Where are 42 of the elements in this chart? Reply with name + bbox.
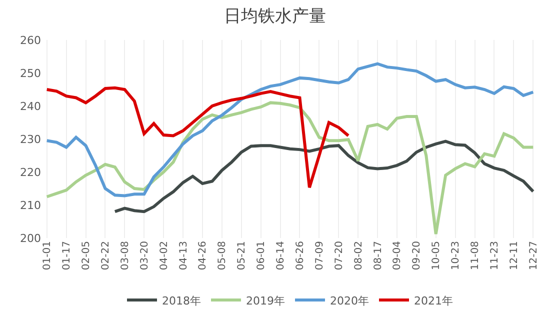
x-tick-label: 06-26 (294, 241, 306, 270)
line-series (45, 101, 535, 236)
x-tick-label: 08-17 (372, 241, 384, 270)
x-tick-label: 12-11 (508, 241, 520, 270)
x-tick-label: 10-23 (450, 241, 462, 270)
x-tick-label: 11-23 (489, 241, 500, 270)
x-tick-label: 04-13 (178, 241, 190, 270)
y-tick-label: 230 (20, 132, 41, 146)
x-tick-label: 01-01 (42, 241, 54, 270)
x-tick-label: 06-01 (256, 241, 268, 270)
legend-label: 2018年 (162, 294, 201, 308)
legend-label: 2021年 (414, 294, 453, 308)
x-tick-label: 09-04 (392, 241, 404, 270)
x-tick-label: 09-20 (412, 241, 423, 270)
x-tick-label: 04-02 (158, 241, 170, 270)
x-tick-label: 07-20 (334, 241, 345, 270)
x-tick-label: 05-08 (217, 241, 228, 270)
x-tick-label: 11-08 (470, 241, 482, 270)
y-tick-label: 200 (20, 232, 41, 245)
y-tick-label: 220 (20, 166, 41, 179)
chart-title: 日均铁水产量 (224, 6, 326, 27)
x-tick-label: 02-05 (81, 241, 92, 270)
y-tick-label: 250 (20, 66, 41, 80)
x-tick-label: 07-09 (314, 241, 326, 270)
x-tick-label: 12-27 (528, 241, 540, 270)
y-tick-label: 260 (20, 34, 41, 47)
legend-label: 2019年 (246, 294, 285, 308)
x-tick-label: 06-14 (276, 241, 287, 270)
x-tick-label: 05-21 (236, 241, 248, 270)
x-tick-label: 02-22 (100, 241, 112, 270)
legend-label: 2020年 (330, 294, 369, 308)
y-tick-label: 240 (20, 100, 41, 113)
x-tick-label: 04-26 (198, 241, 209, 270)
x-tick-label: 03-20 (139, 241, 150, 270)
line-series (45, 62, 535, 198)
line-series (45, 86, 350, 190)
x-tick-label: 01-17 (62, 241, 73, 270)
line-series (113, 140, 535, 214)
y-tick-label: 210 (20, 198, 41, 212)
x-tick-label: 08-02 (353, 241, 364, 270)
x-tick-label: 10-05 (431, 241, 442, 270)
x-tick-label: 03-08 (120, 241, 131, 270)
